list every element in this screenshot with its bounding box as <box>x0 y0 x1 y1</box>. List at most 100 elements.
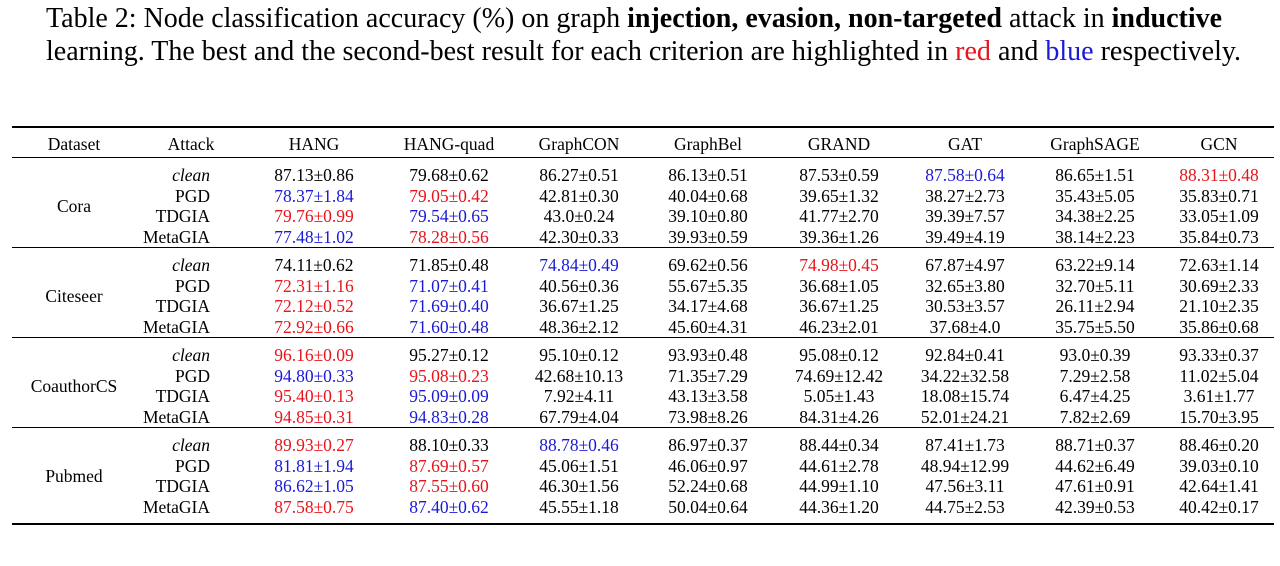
accuracy-cell: 43.13±3.58 <box>668 386 748 406</box>
accuracy-cell: 86.65±1.51 <box>1055 165 1135 185</box>
accuracy-cell: 37.68±4.0 <box>929 316 1001 337</box>
attack-name: PGD <box>174 185 210 206</box>
accuracy-cell: 39.49±4.19 <box>925 226 1005 247</box>
group-spacer <box>12 157 1274 165</box>
header-rule <box>12 157 1274 158</box>
table-row: PGD 81.81±1.94 87.69±0.57 45.06±1.51 46.06±0… <box>12 456 1274 477</box>
accuracy-cell: 21.10±2.35 <box>1179 296 1259 316</box>
accuracy-cell: 87.41±1.73 <box>925 435 1005 455</box>
accuracy-cell: 86.97±0.37 <box>668 435 748 455</box>
accuracy-cell: 39.39±7.57 <box>925 206 1005 226</box>
accuracy-cell: 32.65±3.80 <box>925 275 1005 296</box>
column-header: GraphSAGE <box>1050 134 1140 154</box>
accuracy-cell: 71.60±0.48 <box>409 316 489 337</box>
attack-name: PGD <box>174 365 210 386</box>
accuracy-cell: 45.60±4.31 <box>668 316 748 337</box>
accuracy-cell: 46.23±2.01 <box>799 316 879 337</box>
accuracy-cell: 95.40±0.13 <box>274 386 354 406</box>
accuracy-cell: 93.0±0.39 <box>1059 345 1131 365</box>
caption-blue-word: blue <box>1045 36 1094 67</box>
table-row: PGD 72.31±1.16 71.07±0.41 40.56±0.36 55.67±5… <box>12 276 1274 297</box>
attack-name: clean <box>172 435 210 455</box>
accuracy-cell: 45.06±1.51 <box>539 455 619 476</box>
accuracy-cell: 5.05±1.43 <box>803 386 875 406</box>
accuracy-cell: 36.67±1.25 <box>539 296 619 316</box>
accuracy-cell: 87.40±0.62 <box>409 496 489 517</box>
accuracy-cell: 42.68±10.13 <box>534 365 624 386</box>
accuracy-cell: 18.08±15.74 <box>920 386 1010 406</box>
accuracy-cell: 7.29±2.58 <box>1059 365 1131 386</box>
group-spacer <box>12 427 1274 435</box>
top-rule <box>12 126 1274 128</box>
spacer-cell <box>12 157 1274 165</box>
column-header: HANG <box>288 134 340 154</box>
column-header: Attack <box>167 134 215 154</box>
group-divider-rule <box>12 337 1274 338</box>
table-row: TDGIA 79.76±0.99 79.54±0.65 43.0±0.24 39.10±… <box>12 206 1274 227</box>
accuracy-cell: 39.93±0.59 <box>668 226 748 247</box>
table-row: MetaGIA 94.85±0.31 94.83±0.28 67.79±4.04 73.… <box>12 407 1274 428</box>
accuracy-cell: 41.77±2.70 <box>799 206 879 226</box>
accuracy-cell: 39.10±0.80 <box>668 206 748 226</box>
caption-mid1: attack in <box>1001 3 1112 34</box>
accuracy-cell: 87.58±0.75 <box>274 496 354 517</box>
group-divider-rule <box>12 427 1274 428</box>
column-header: GraphBel <box>673 134 743 154</box>
accuracy-cell: 87.55±0.60 <box>409 476 489 496</box>
accuracy-cell: 40.56±0.36 <box>539 275 619 296</box>
accuracy-cell: 35.84±0.73 <box>1179 226 1259 247</box>
table-row: TDGIA 95.40±0.13 95.09±0.09 7.92±4.11 43.13±… <box>12 386 1274 407</box>
dataset-name: Citeseer <box>45 285 103 306</box>
accuracy-cell: 67.79±4.04 <box>539 406 619 427</box>
accuracy-cell: 36.68±1.05 <box>799 275 879 296</box>
bottom-rule <box>12 523 1274 525</box>
accuracy-cell: 71.07±0.41 <box>409 275 489 296</box>
accuracy-cell: 7.82±2.69 <box>1059 406 1131 427</box>
attack-name: MetaGIA <box>142 496 210 517</box>
accuracy-cell: 40.04±0.68 <box>668 185 748 206</box>
attack-name: TDGIA <box>155 296 210 316</box>
accuracy-cell: 88.46±0.20 <box>1179 435 1259 455</box>
accuracy-cell: 42.81±0.30 <box>539 185 619 206</box>
accuracy-cell: 38.27±2.73 <box>925 185 1005 206</box>
dataset-name: Pubmed <box>45 465 103 486</box>
accuracy-cell: 71.35±7.29 <box>668 365 748 386</box>
accuracy-cell: 96.16±0.09 <box>274 345 354 365</box>
accuracy-cell: 74.11±0.62 <box>274 255 354 275</box>
accuracy-cell: 93.33±0.37 <box>1179 345 1259 365</box>
accuracy-cell: 39.03±0.10 <box>1179 455 1259 476</box>
accuracy-cell: 73.98±8.26 <box>668 406 748 427</box>
attack-name: clean <box>172 255 210 275</box>
column-header: GAT <box>947 134 983 154</box>
table-row: MetaGIA 77.48±1.02 78.28±0.56 42.30±0.33 39.… <box>12 227 1274 248</box>
accuracy-cell: 39.65±1.32 <box>799 185 879 206</box>
accuracy-cell: 88.78±0.46 <box>539 435 619 455</box>
accuracy-cell: 86.27±0.51 <box>539 165 619 185</box>
column-header: Dataset <box>47 134 101 154</box>
accuracy-cell: 72.12±0.52 <box>274 296 354 316</box>
accuracy-cell: 95.08±0.23 <box>409 365 489 386</box>
attack-name: TDGIA <box>155 476 210 496</box>
accuracy-cell: 89.93±0.27 <box>274 435 354 455</box>
accuracy-cell: 50.04±0.64 <box>668 496 748 517</box>
group-spacer <box>12 247 1274 255</box>
accuracy-cell: 94.80±0.33 <box>274 365 354 386</box>
dataset-name: CoauthorCS <box>30 375 118 396</box>
accuracy-cell: 74.98±0.45 <box>799 255 879 275</box>
table-row: Pubmed clean 89.93±0.27 88.10±0.33 88.78±0.4… <box>12 435 1274 486</box>
group-spacer <box>12 337 1274 345</box>
accuracy-cell: 34.22±32.58 <box>920 365 1010 386</box>
attack-name: TDGIA <box>155 206 210 226</box>
accuracy-cell: 93.93±0.48 <box>668 345 748 365</box>
accuracy-cell: 36.67±1.25 <box>799 296 879 316</box>
accuracy-cell: 42.64±1.41 <box>1179 476 1259 496</box>
column-header: HANG-quad <box>403 134 495 154</box>
attack-name: clean <box>172 165 210 185</box>
accuracy-cell: 6.47±4.25 <box>1059 386 1131 406</box>
spacer-cell <box>12 247 1274 255</box>
accuracy-cell: 39.36±1.26 <box>799 226 879 247</box>
accuracy-cell: 86.62±1.05 <box>274 476 354 496</box>
column-header: GRAND <box>807 134 871 154</box>
accuracy-cell: 92.84±0.41 <box>925 345 1005 365</box>
group-divider-rule <box>12 247 1274 248</box>
